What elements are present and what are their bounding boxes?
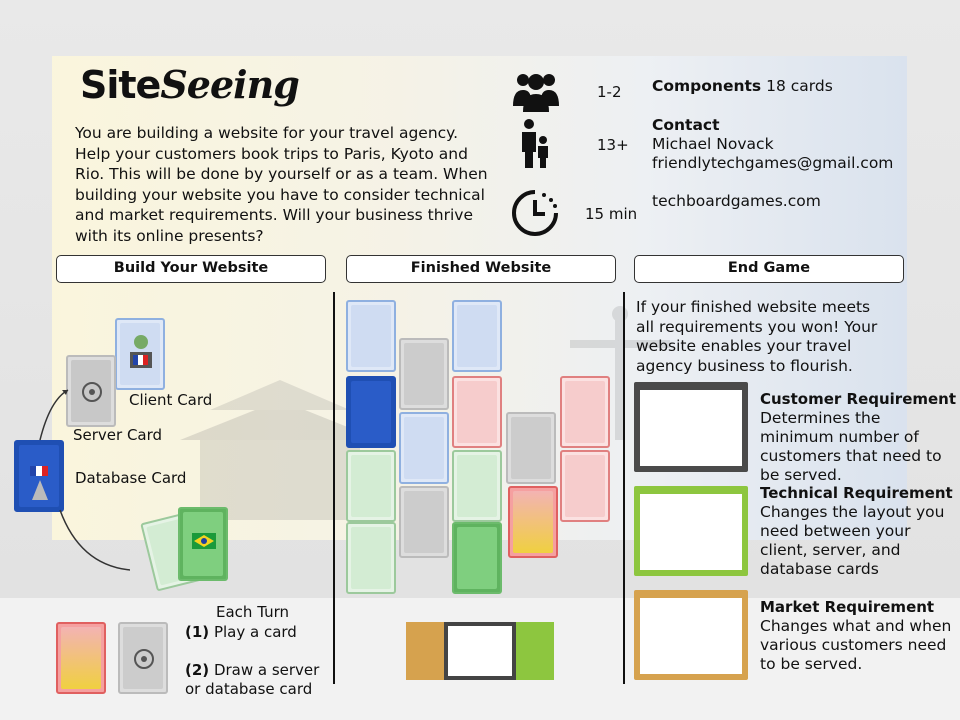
- components-line: Components 18 cards: [652, 77, 833, 95]
- grid-card-1: [346, 300, 396, 372]
- divider-right: [623, 292, 625, 684]
- adult-child-icon: [522, 119, 548, 168]
- play-time: 15 min: [585, 205, 638, 223]
- section-finished-header: Finished Website: [346, 255, 616, 283]
- turn-card-server: [118, 622, 168, 694]
- grid-card-14: [346, 522, 396, 594]
- database-card-example: [14, 440, 64, 512]
- grid-card-10: [452, 450, 502, 522]
- grid-card-8: [506, 412, 556, 484]
- client-card-example: [115, 318, 165, 390]
- grid-card-4: [346, 376, 396, 448]
- step-1: (1) Play a card: [185, 623, 297, 641]
- label-server-card: Server Card: [73, 426, 163, 444]
- requirement-strip: [406, 622, 554, 680]
- grid-card-11: [560, 450, 610, 522]
- grid-card-5: [452, 376, 502, 448]
- customer-requirement-desc: Customer Requirement Determines the mini…: [760, 390, 957, 484]
- each-turn-label: Each Turn: [216, 603, 289, 621]
- flow-arrows: [39, 389, 130, 571]
- label-client-card: Client Card: [129, 391, 213, 409]
- grid-card-3: [399, 338, 449, 410]
- clock-timer-icon: [512, 190, 558, 236]
- customer-requirement-card: [634, 382, 748, 472]
- step-2-cont: or database card: [185, 680, 313, 698]
- game-title: SiteSeeing: [80, 62, 300, 107]
- people-group-icon: [513, 74, 559, 112]
- grid-card-12: [399, 486, 449, 558]
- label-database-card: Database Card: [75, 469, 187, 487]
- age-rating: 13+: [597, 136, 629, 154]
- server-card-example: [66, 355, 116, 427]
- grid-card-13: [508, 486, 558, 558]
- technical-requirement-card: [634, 486, 748, 576]
- grid-card-7: [399, 412, 449, 484]
- market-requirement-card: [634, 590, 748, 680]
- players-count: 1-2: [597, 83, 622, 101]
- turn-card-red: [56, 622, 106, 694]
- section-build-header: Build Your Website: [56, 255, 326, 283]
- hand-card-2: [178, 507, 228, 581]
- grid-card-2: [452, 300, 502, 372]
- contact-email[interactable]: friendlytechgames@gmail.com: [652, 154, 894, 172]
- contact-block: Contact Michael Novack friendlytechgames…: [652, 116, 894, 172]
- step-2: (2) Draw a server: [185, 661, 320, 679]
- market-requirement-desc: Market Requirement Changes what and when…: [760, 598, 952, 673]
- divider-left: [333, 292, 335, 684]
- grid-card-6: [560, 376, 610, 448]
- grid-card-9: [346, 450, 396, 522]
- website-link[interactable]: techboardgames.com: [652, 192, 821, 210]
- end-game-intro: If your finished website meets all requi…: [636, 298, 878, 375]
- technical-requirement-desc: Technical Requirement Changes the layout…: [760, 484, 953, 578]
- grid-card-15: [452, 522, 502, 594]
- section-end-header: End Game: [634, 255, 904, 283]
- intro-text: You are building a website for your trav…: [75, 124, 488, 245]
